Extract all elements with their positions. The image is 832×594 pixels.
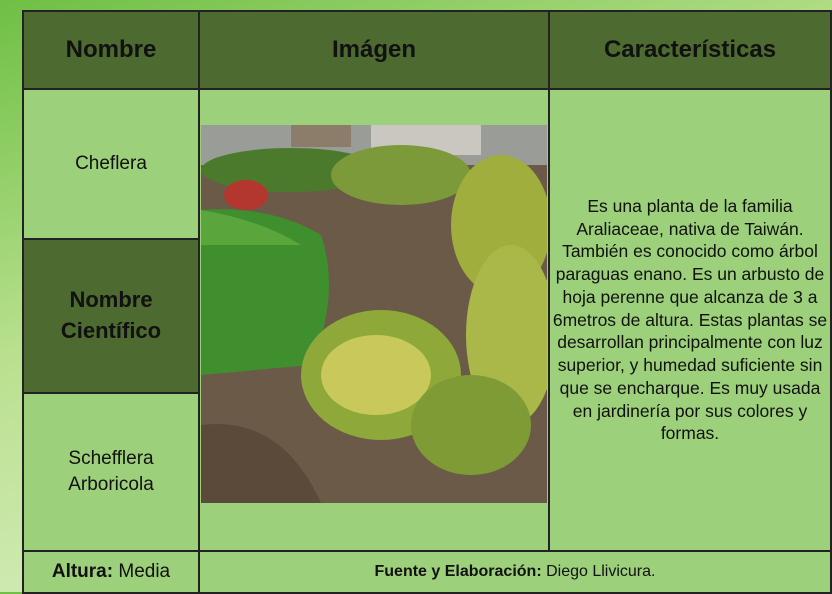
characteristics-cell: Es una planta de la familia Araliaceae, … xyxy=(548,88,832,552)
source-value: Diego Llivicura. xyxy=(546,563,656,580)
height-value: Media xyxy=(118,561,171,582)
header-text: Imágen xyxy=(331,36,417,63)
characteristics-text: Es una planta de la familia Araliaceae, … xyxy=(552,195,828,444)
plant-photo xyxy=(201,125,547,503)
height-label: Altura: xyxy=(51,561,114,582)
source-cell: Fuente y Elaboración: Diego Llivicura. xyxy=(198,550,832,594)
header-cell: Imágen xyxy=(198,10,550,90)
label-cell: Nombre Científico xyxy=(22,238,200,394)
header-text: Nombre xyxy=(65,36,157,63)
scientific-label: Nombre Científico xyxy=(60,287,162,343)
header-cell: Características xyxy=(548,10,832,90)
header-cell: Nombre xyxy=(22,10,200,90)
common-name: Cheflera xyxy=(75,153,147,174)
header-text: Características xyxy=(603,36,777,63)
source-label: Fuente y Elaboración: xyxy=(374,563,542,580)
name-cell: Cheflera xyxy=(22,88,200,240)
height-cell: Altura: Media xyxy=(22,550,200,594)
name-cell: Schefflera Arboricola xyxy=(22,392,200,552)
scientific-name: Schefflera Arboricola xyxy=(68,448,154,495)
image-cell xyxy=(198,88,550,552)
